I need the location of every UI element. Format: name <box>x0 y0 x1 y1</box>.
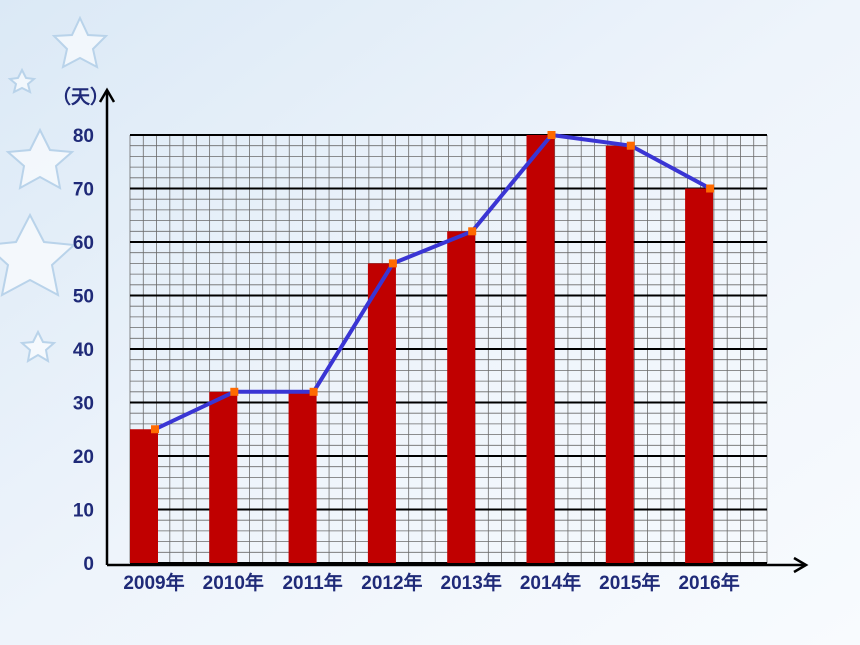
x-tick-label: 2012年 <box>361 571 422 594</box>
y-tick-label: 20 <box>73 447 94 468</box>
x-axis-arrow <box>793 556 809 574</box>
x-tick-label: 2010年 <box>203 571 264 594</box>
x-tick-label: 2015年 <box>599 571 660 594</box>
y-axis-label: （天） <box>52 85 109 108</box>
y-tick-label: 60 <box>73 233 94 254</box>
x-tick-label: 2016年 <box>678 571 739 594</box>
y-tick-label: 0 <box>83 554 94 575</box>
y-tick-label: 50 <box>73 287 94 308</box>
y-tick-label: 70 <box>73 180 94 201</box>
bar <box>685 188 714 563</box>
x-tick-label: 2011年 <box>282 571 342 594</box>
bar <box>130 429 158 563</box>
x-tick-label: 2014年 <box>520 571 581 594</box>
bar <box>526 135 555 563</box>
line-marker <box>230 387 239 396</box>
line-marker <box>468 227 477 236</box>
bar <box>209 391 238 563</box>
bar <box>288 391 317 563</box>
y-axis-arrow <box>98 87 116 103</box>
line-marker <box>706 184 715 193</box>
line-marker <box>151 425 159 434</box>
y-tick-label: 10 <box>73 501 94 522</box>
bar <box>367 263 396 563</box>
trend-line <box>154 133 712 432</box>
y-tick-label: 40 <box>73 340 94 361</box>
line-marker <box>547 131 556 139</box>
line-marker <box>388 259 397 268</box>
y-tick-label: 80 <box>73 126 94 147</box>
y-tick-label: 30 <box>73 394 94 415</box>
x-tick-label: 2009年 <box>123 571 184 594</box>
line-marker <box>309 387 318 396</box>
bar <box>447 231 476 564</box>
line-marker <box>626 141 635 150</box>
star-decor <box>0 15 109 363</box>
x-tick-label: 2013年 <box>441 571 502 594</box>
bar <box>605 145 634 563</box>
